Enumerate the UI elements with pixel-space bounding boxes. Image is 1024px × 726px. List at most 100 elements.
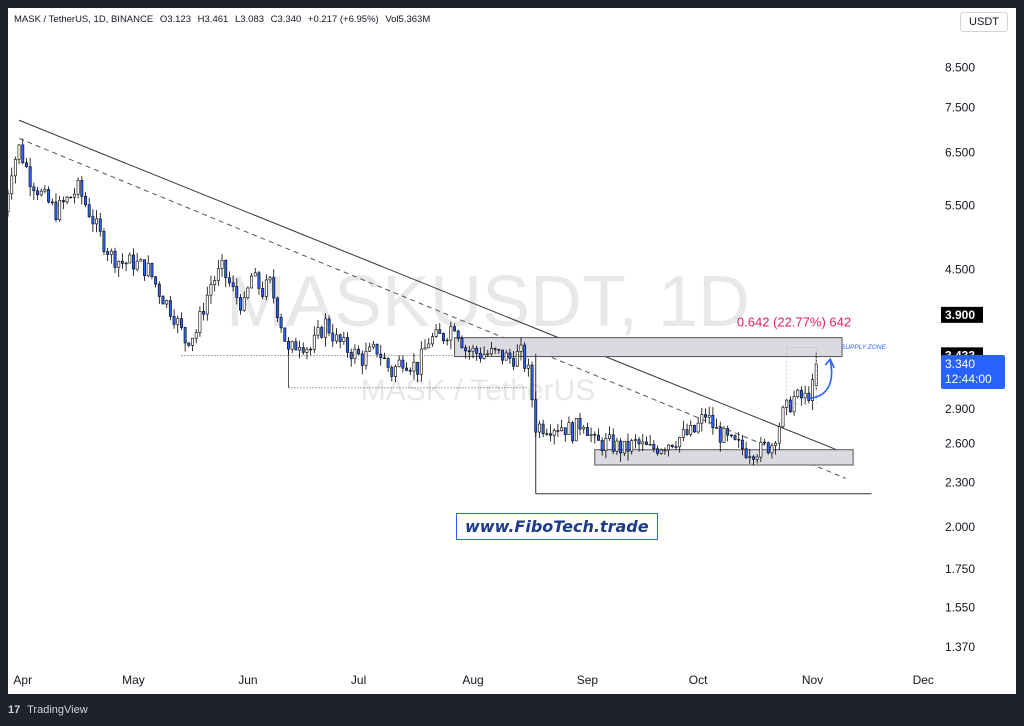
candle [556, 423, 560, 437]
candle-body [692, 425, 696, 433]
currency-button[interactable]: USDT [960, 12, 1008, 32]
candle [423, 339, 427, 350]
candle-body [43, 189, 47, 192]
open-value: O3.123 [159, 14, 192, 25]
candle-body [154, 276, 158, 285]
candle [76, 177, 80, 199]
price-range-box [786, 347, 817, 404]
candle [460, 335, 464, 349]
candle-body [711, 414, 715, 429]
curved-arrow [810, 361, 833, 399]
candle [312, 326, 316, 354]
candle-body [150, 262, 154, 277]
candle [143, 259, 146, 281]
candle [198, 306, 202, 337]
candle [464, 344, 468, 359]
candle [146, 255, 150, 278]
candle-body [442, 333, 445, 342]
candle [176, 315, 180, 334]
time-tick-label: Aug [462, 673, 483, 687]
candle-body [50, 201, 54, 204]
candle-body [434, 329, 438, 337]
candle [183, 326, 187, 352]
candle-body [633, 439, 637, 441]
candle-body [589, 434, 593, 436]
price-tick-label: 5.500 [945, 199, 975, 213]
candle-body [475, 347, 479, 354]
candle [205, 286, 209, 321]
candle-body [641, 441, 645, 445]
candle [287, 336, 290, 355]
price-tick-label: 4.500 [945, 262, 975, 276]
candle [490, 341, 493, 356]
candle-body [770, 445, 774, 454]
candle [774, 440, 778, 455]
candle [17, 144, 21, 165]
candle-body [202, 311, 206, 315]
candle-body [209, 284, 213, 296]
candle-body [172, 316, 176, 325]
candle [696, 416, 700, 434]
watermark: MASKUSDT, 1D MASK / TetherUS [226, 262, 750, 407]
candle [445, 337, 449, 346]
candle-countdown-label: 12:44:00 [945, 372, 992, 386]
candle [239, 293, 242, 315]
candle-body [124, 262, 128, 265]
candle [150, 262, 154, 280]
candle-body [176, 318, 180, 325]
candle [246, 286, 250, 300]
candle-body [670, 444, 674, 448]
tradingview-logo[interactable]: 17 TradingView [8, 704, 88, 716]
price-tick-label: 6.500 [945, 146, 975, 160]
candle [493, 347, 497, 354]
candle-body [165, 300, 169, 305]
candle-body [146, 262, 150, 277]
candle [567, 416, 571, 436]
candle-body [663, 449, 667, 452]
candle [670, 444, 674, 449]
candle [549, 424, 552, 442]
candle-body [545, 433, 549, 435]
time-tick-label: Nov [802, 673, 823, 687]
candle [349, 348, 353, 367]
candle [759, 436, 763, 462]
candle [704, 408, 707, 423]
candle-body [803, 392, 807, 399]
candle-body [449, 326, 453, 341]
candle-body [427, 343, 431, 349]
candle [748, 449, 752, 464]
candle [645, 436, 648, 446]
candle [571, 420, 575, 444]
candle [335, 328, 338, 344]
candle [261, 281, 265, 300]
supply-zone-label: SUPPLY ZONE [841, 344, 886, 351]
candle-body [574, 418, 578, 442]
chart-panel[interactable]: MASKUSDT, 1D MASK / TetherUS 0.642 (22.77… [8, 8, 1016, 694]
candle [102, 228, 106, 256]
candle-body [246, 287, 250, 298]
candle [268, 275, 272, 284]
candle-body [453, 326, 456, 332]
candle-body [608, 434, 611, 439]
candle [408, 367, 412, 376]
candle [637, 436, 641, 452]
candle-body [744, 448, 748, 458]
candle [87, 197, 91, 218]
candle [667, 444, 671, 457]
time-tick-label: Apr [13, 673, 32, 687]
candle-body [342, 337, 346, 342]
candle-body [290, 341, 294, 350]
candle-body [792, 396, 796, 413]
candle [641, 434, 645, 452]
price-level-tag [941, 306, 983, 323]
candle [597, 428, 600, 441]
watermark-title: MASKUSDT, 1D [226, 262, 750, 342]
price-chart[interactable]: MASKUSDT, 1D MASK / TetherUS 0.642 (22.77… [8, 8, 1016, 694]
candle [781, 405, 785, 428]
candle-body [198, 311, 202, 334]
candle [438, 322, 442, 334]
candle-body [777, 426, 781, 444]
candle-body [567, 422, 571, 436]
price-tick-label: 2.900 [945, 402, 975, 416]
candle [453, 323, 456, 332]
